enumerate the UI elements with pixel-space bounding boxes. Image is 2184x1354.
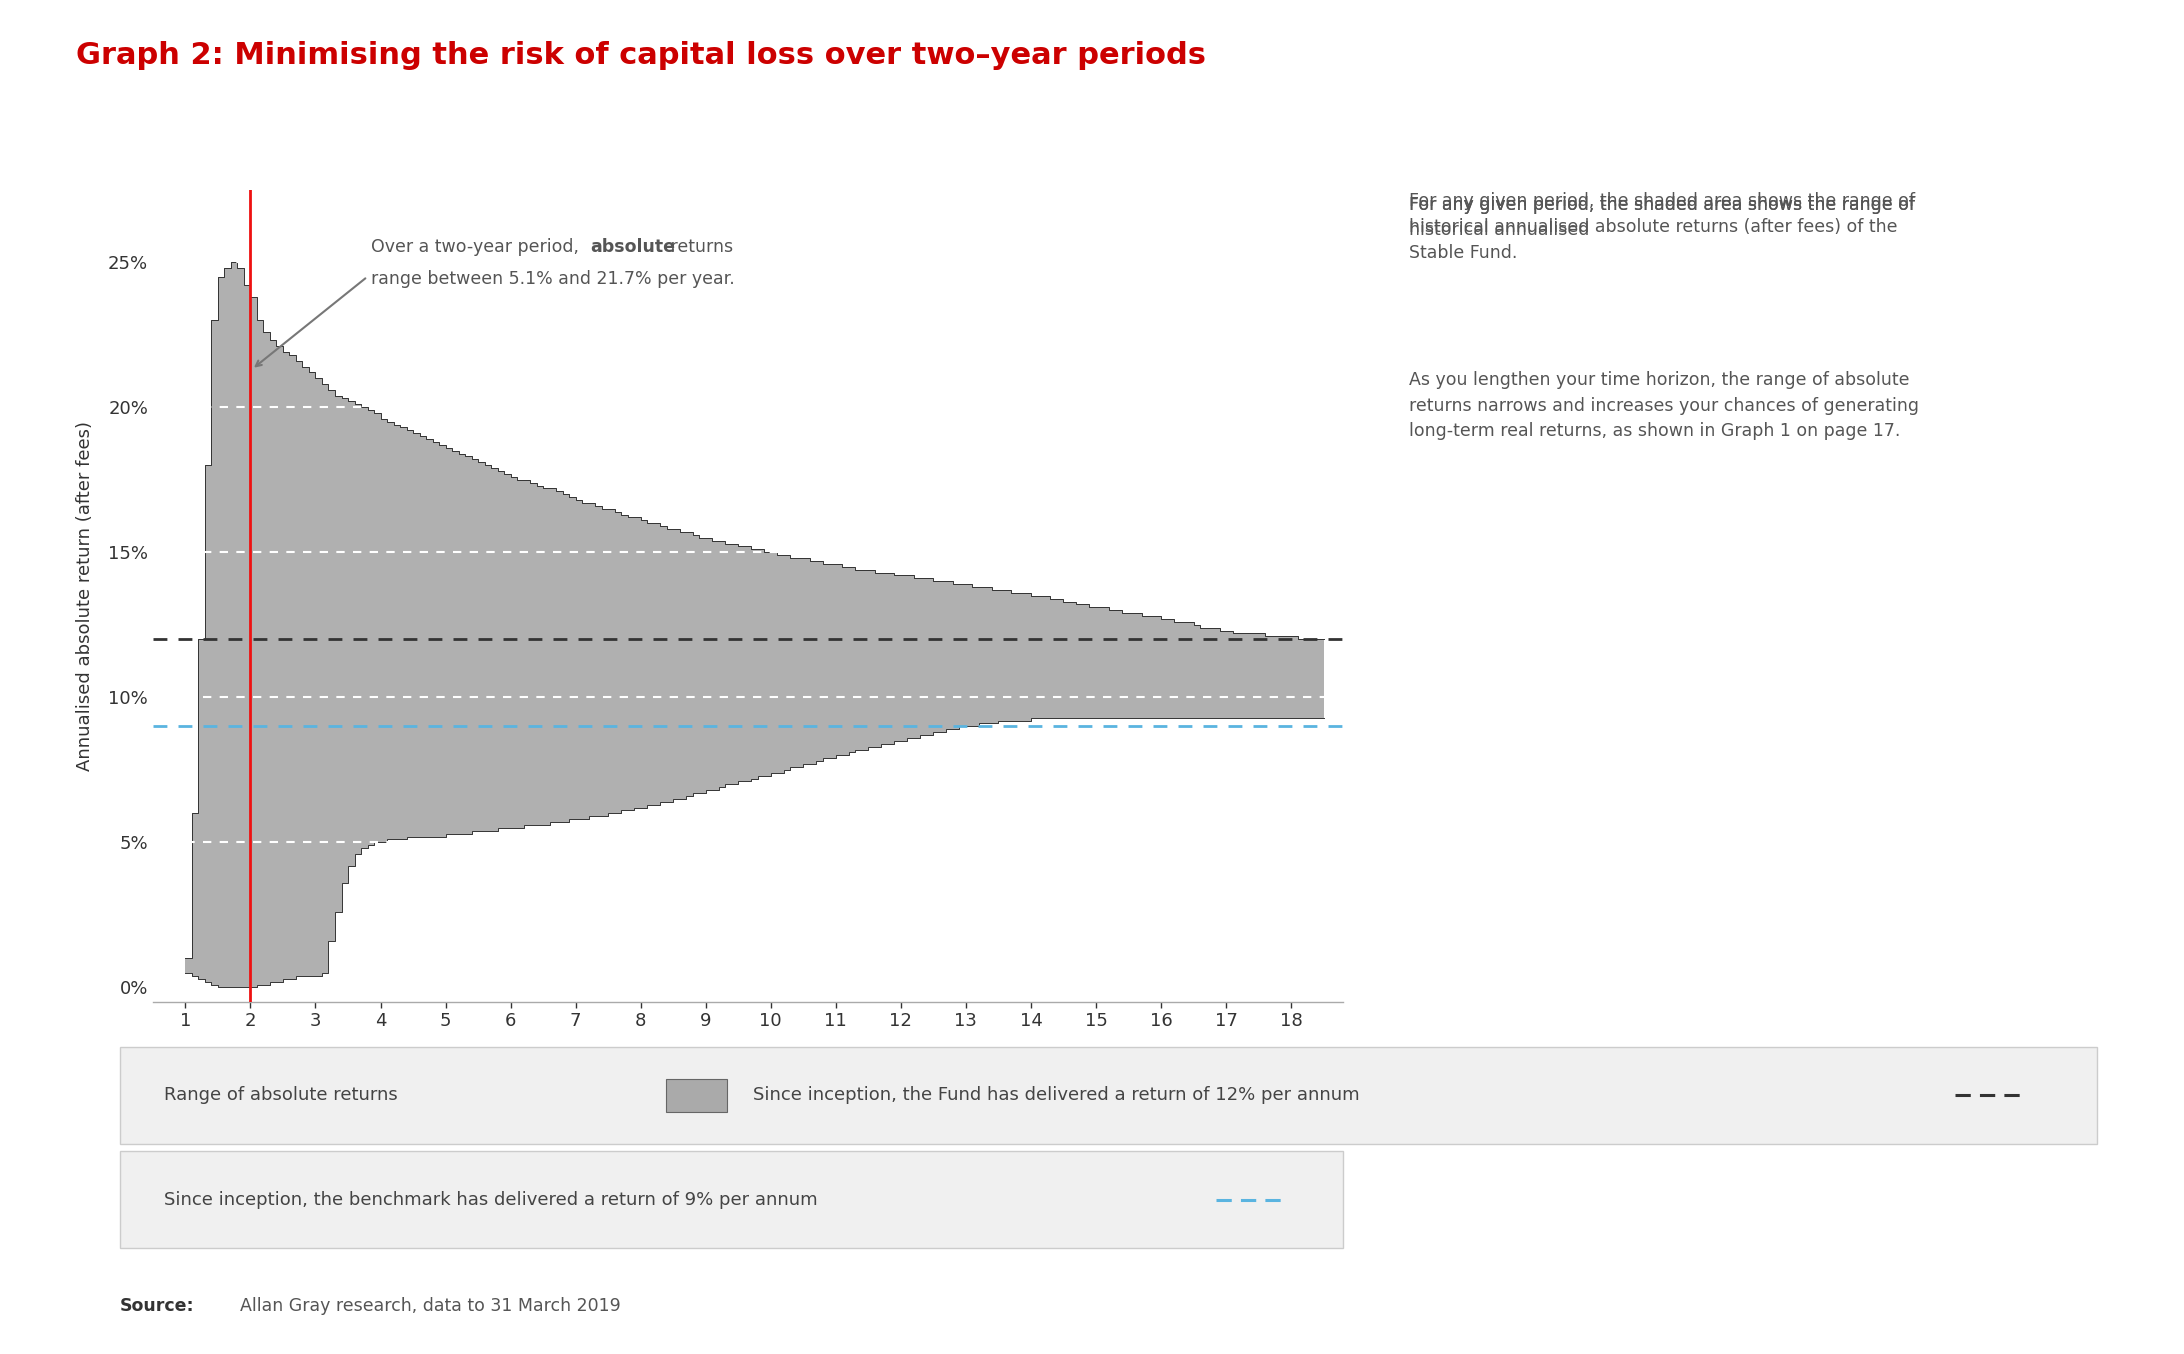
Text: For any given period, the shaded area shows the range of
historical annualised a: For any given period, the shaded area sh… [1409,192,1915,261]
Text: Allan Gray research, data to 31 March 2019: Allan Gray research, data to 31 March 20… [240,1297,620,1315]
Text: absolute: absolute [590,238,675,256]
Text: Since inception, the Fund has delivered a return of 12% per annum: Since inception, the Fund has delivered … [753,1086,1361,1105]
Text: Over a two-year period,: Over a two-year period, [371,238,585,256]
Text: As you lengthen your time horizon, the range of absolute
returns narrows and inc: As you lengthen your time horizon, the r… [1409,371,1920,440]
Y-axis label: Annualised absolute return (after fees): Annualised absolute return (after fees) [76,421,94,770]
Text: For any given period, the shaded area shows the range of: For any given period, the shaded area sh… [1409,196,1915,214]
Text: Range of absolute returns: Range of absolute returns [164,1086,397,1105]
Text: Graph 2: Minimising the risk of capital loss over two–year periods: Graph 2: Minimising the risk of capital … [76,41,1206,69]
Text: range between 5.1% and 21.7% per year.: range between 5.1% and 21.7% per year. [371,271,734,288]
Text: For any given period, the shaded area shows the range of
historical annualised: For any given period, the shaded area sh… [1409,196,1915,240]
Text: returns: returns [666,238,734,256]
Text: Source:: Source: [120,1297,194,1315]
Text: Since inception, the benchmark has delivered a return of 9% per annum: Since inception, the benchmark has deliv… [164,1190,817,1209]
X-axis label: Number of years invested in the Stable Fund: Number of years invested in the Stable F… [485,1047,1011,1067]
